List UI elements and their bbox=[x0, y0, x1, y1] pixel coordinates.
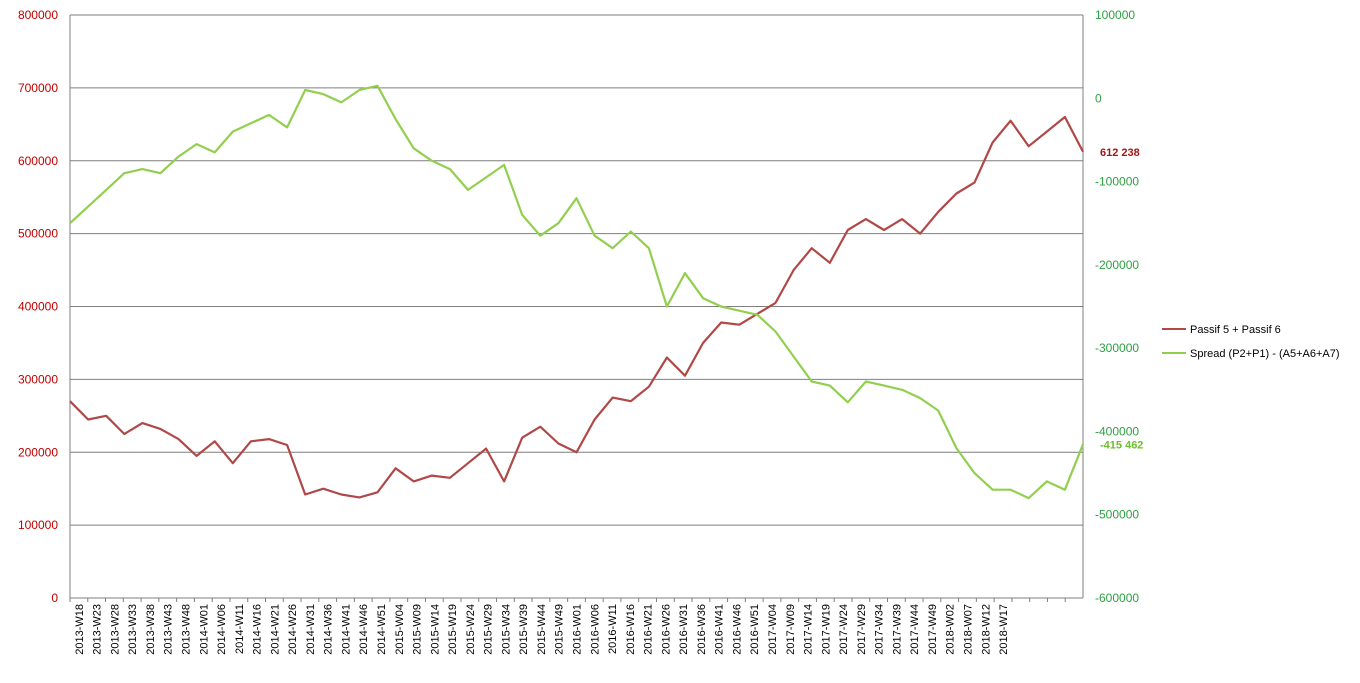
x-tick-label-9: 2014-W11 bbox=[234, 604, 246, 654]
gridlines bbox=[69, 14, 1084, 599]
left-tick-label-7: 700000 bbox=[18, 81, 58, 95]
x-tick-label-31: 2016-W16 bbox=[625, 604, 637, 655]
x-tick-label-28: 2016-W01 bbox=[572, 604, 584, 655]
x-tick-label-15: 2014-W41 bbox=[340, 604, 352, 655]
x-tick-label-52: 2018-W17 bbox=[998, 604, 1010, 655]
series-2-last-value-label: -415 462 bbox=[1100, 439, 1143, 451]
x-tick-label-33: 2016-W26 bbox=[660, 604, 672, 655]
right-tick-label-7: 100000 bbox=[1095, 8, 1135, 22]
x-tick-label-23: 2015-W29 bbox=[483, 604, 495, 655]
x-tick-label-10: 2014-W16 bbox=[252, 604, 264, 655]
x-tick-label-24: 2015-W34 bbox=[500, 604, 512, 655]
x-tick-label-34: 2016-W31 bbox=[678, 604, 690, 655]
left-tick-label-5: 500000 bbox=[18, 227, 58, 241]
x-tick-label-13: 2014-W31 bbox=[305, 604, 317, 655]
x-tick-label-36: 2016-W41 bbox=[714, 604, 726, 655]
left-tick-label-2: 200000 bbox=[18, 445, 58, 459]
x-tick-label-50: 2018-W07 bbox=[962, 604, 974, 655]
right-tick-label-5: -100000 bbox=[1095, 175, 1139, 189]
x-tick-label-51: 2018-W12 bbox=[980, 604, 992, 655]
x-tick-label-16: 2014-W46 bbox=[358, 604, 370, 655]
x-tick-label-20: 2015-W14 bbox=[429, 604, 441, 655]
left-tick-label-1: 100000 bbox=[18, 518, 58, 532]
right-tick-label-4: -200000 bbox=[1095, 258, 1139, 272]
x-tick-label-2: 2013-W28 bbox=[109, 604, 121, 655]
x-tick-label-17: 2014-W51 bbox=[376, 604, 388, 655]
x-tick-label-46: 2017-W39 bbox=[891, 604, 903, 655]
series-lines bbox=[69, 84, 1085, 500]
left-y-axis: 0 100000 200000 300000 400000 500000 600000 700… bbox=[18, 8, 58, 605]
x-tick-label-6: 2013-W48 bbox=[181, 604, 193, 655]
x-tick-label-8: 2014-W06 bbox=[216, 604, 228, 655]
x-tick-label-14: 2014-W36 bbox=[323, 604, 335, 655]
x-tick-label-22: 2015-W24 bbox=[465, 604, 477, 655]
x-tick-label-1: 2013-W23 bbox=[92, 604, 104, 655]
x-tick-label-48: 2017-W49 bbox=[927, 604, 939, 655]
legend-label-series-2: Spread (P2+P1) - (A5+A6+A7) bbox=[1190, 348, 1340, 360]
x-tick-label-40: 2017-W09 bbox=[785, 604, 797, 655]
series-line-2 bbox=[69, 84, 1085, 500]
right-y-axis: -600000 -500000 -400000 -300000 -200000 -1000… bbox=[1095, 8, 1139, 605]
x-tick-label-42: 2017-W19 bbox=[820, 604, 832, 655]
x-tick-label-26: 2015-W44 bbox=[536, 604, 548, 655]
right-tick-label-6: 0 bbox=[1095, 91, 1102, 105]
right-tick-label-0: -600000 bbox=[1095, 591, 1139, 605]
x-tick-label-44: 2017-W29 bbox=[856, 604, 868, 655]
x-tick-label-12: 2014-W26 bbox=[287, 604, 299, 655]
right-tick-label-1: -500000 bbox=[1095, 508, 1139, 522]
x-tick-label-18: 2015-W04 bbox=[394, 604, 406, 655]
x-tick-label-30: 2016-W11 bbox=[607, 604, 619, 654]
x-tick-label-7: 2014-W01 bbox=[198, 604, 210, 655]
x-tick-label-4: 2013-W38 bbox=[145, 604, 157, 655]
x-tick-label-21: 2015-W19 bbox=[447, 604, 459, 655]
x-tick-label-45: 2017-W34 bbox=[874, 604, 886, 655]
x-tick-label-11: 2014-W21 bbox=[269, 604, 281, 655]
x-axis: 2013-W18 2013-W23 2013-W28 2013-W33 2013-W38… bbox=[69, 598, 1066, 655]
series-1-last-value-label: 612 238 bbox=[1100, 147, 1140, 159]
right-tick-label-3: -300000 bbox=[1095, 341, 1139, 355]
x-tick-label-47: 2017-W44 bbox=[909, 604, 921, 655]
x-tick-label-41: 2017-W14 bbox=[803, 604, 815, 655]
right-tick-label-2: -400000 bbox=[1095, 424, 1139, 438]
x-tick-label-27: 2015-W49 bbox=[554, 604, 566, 655]
left-tick-label-6: 600000 bbox=[18, 154, 58, 168]
x-tick-label-37: 2016-W46 bbox=[731, 604, 743, 655]
series-line-1 bbox=[69, 115, 1084, 499]
x-tick-label-3: 2013-W33 bbox=[127, 604, 139, 655]
x-tick-label-38: 2016-W51 bbox=[749, 604, 761, 655]
x-tick-label-29: 2016-W06 bbox=[589, 604, 601, 655]
left-tick-label-3: 300000 bbox=[18, 372, 58, 386]
x-tick-label-32: 2016-W21 bbox=[643, 604, 655, 655]
x-tick-label-25: 2015-W39 bbox=[518, 604, 530, 655]
left-tick-label-4: 400000 bbox=[18, 300, 58, 314]
x-tick-label-39: 2017-W04 bbox=[767, 604, 779, 655]
x-tick-label-49: 2018-W02 bbox=[945, 604, 957, 655]
x-tick-label-19: 2015-W09 bbox=[412, 604, 424, 655]
x-tick-label-35: 2016-W36 bbox=[696, 604, 708, 655]
legend: Passif 5 + Passif 6 Spread (P2+P1) - (A5… bbox=[1162, 324, 1340, 360]
left-tick-label-0: 0 bbox=[51, 591, 58, 605]
legend-label-series-1: Passif 5 + Passif 6 bbox=[1190, 324, 1281, 336]
x-tick-label-43: 2017-W24 bbox=[838, 604, 850, 655]
left-tick-label-8: 800000 bbox=[18, 8, 58, 22]
x-tick-label-5: 2013-W43 bbox=[163, 604, 175, 655]
x-tick-label-0: 2013-W18 bbox=[74, 604, 86, 655]
